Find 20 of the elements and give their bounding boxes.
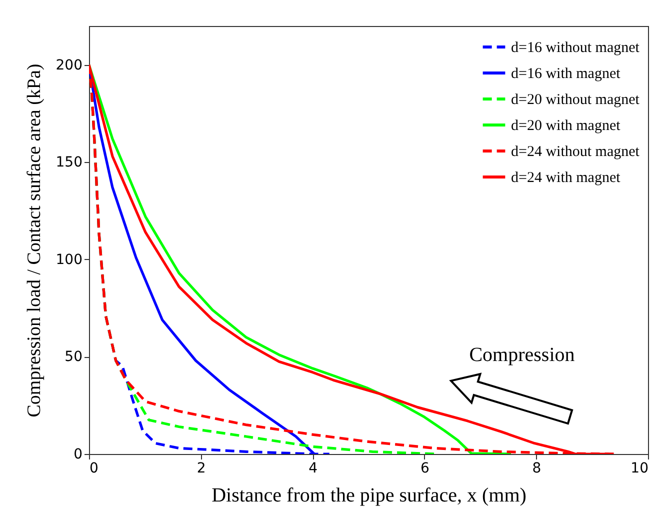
x-tick-label: 4 — [308, 460, 318, 476]
legend-label: d=20 with magnet — [511, 118, 622, 134]
x-tick-label: 2 — [196, 460, 206, 476]
x-axis-title: Distance from the pipe surface, x (mm) — [212, 484, 526, 506]
legend-label: d=24 without magnet — [511, 144, 640, 160]
x-tick-label: 6 — [420, 460, 430, 476]
legend-label: d=24 with magnet — [511, 170, 622, 186]
x-tick-label: 0 — [90, 460, 98, 476]
y-tick-label: 100 — [56, 252, 82, 268]
y-axis-title: Compression load / Contact surface area (kPa) — [24, 64, 45, 418]
legend-label: d=16 without magnet — [511, 40, 640, 56]
legend-label: d=20 without magnet — [511, 92, 640, 108]
y-tick-label: 200 — [56, 57, 82, 74]
y-tick-label: 0 — [74, 446, 82, 462]
x-tick-label: 8 — [532, 460, 542, 476]
legend-label: d=16 with magnet — [511, 66, 622, 82]
annotation: Compression — [469, 344, 575, 366]
y-tick-label: 150 — [56, 154, 82, 171]
x-tick-label: 10 — [630, 460, 648, 476]
y-tick-label: 50 — [64, 349, 82, 366]
